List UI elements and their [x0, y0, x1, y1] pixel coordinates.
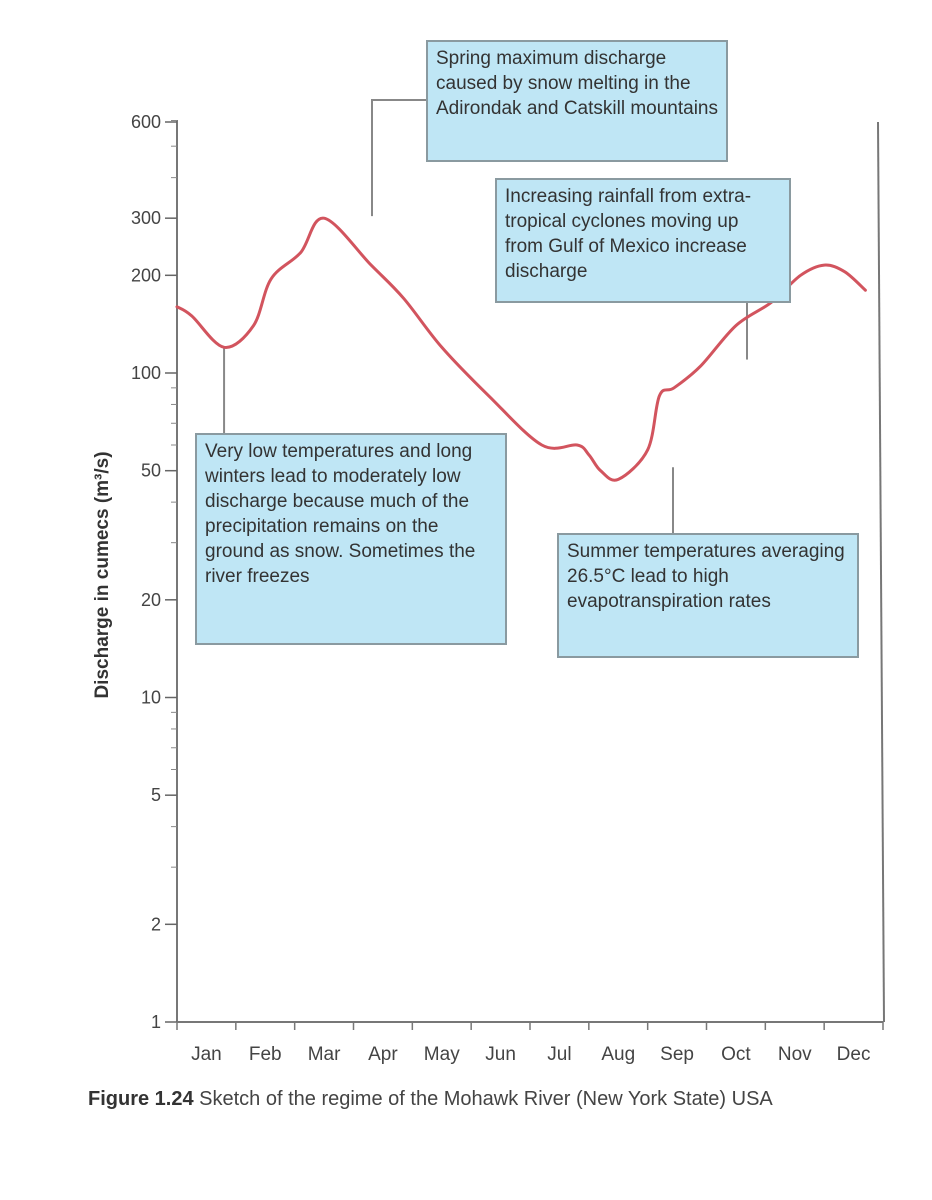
callout-winter-text: Very low temperatures and long winters l…: [205, 441, 476, 587]
figure-number: Figure 1.24: [88, 1088, 194, 1110]
y-tick-label: 600: [131, 112, 161, 132]
month-labels: Jan Feb Mar Apr May Jun Jul Aug Sep Oct Nov Dec: [176, 1022, 884, 1065]
callout-autumn: Increasing rainfall from extra-tropical …: [495, 178, 791, 303]
month-label: Jun: [485, 1044, 516, 1065]
y-tick-label: 10: [141, 688, 161, 708]
month-label: Jul: [547, 1044, 571, 1065]
callout-spring-text: Spring maximum discharge caused by snow …: [436, 48, 718, 119]
y-tick-label: 50: [141, 461, 161, 481]
callout-spring: Spring maximum discharge caused by snow …: [426, 40, 728, 162]
y-tick-label: 5: [151, 785, 161, 805]
chart: 1 2 5 10 20 50 100 200 300 600 Jan Feb Mar Apr May Jun…: [92, 99, 885, 1065]
y-tick-label: 2: [151, 914, 161, 934]
month-label: Dec: [837, 1044, 871, 1065]
series-line: [175, 216, 867, 482]
y-tick-label: 1: [151, 1012, 161, 1032]
y-tick-label: 200: [131, 265, 161, 285]
month-label: Oct: [721, 1044, 751, 1065]
month-label: Mar: [308, 1044, 341, 1065]
leader-spring: [371, 99, 426, 217]
right-border-line: [877, 121, 885, 1023]
month-label: Feb: [249, 1044, 282, 1065]
month-label: Sep: [660, 1044, 694, 1065]
callout-summer-text: Summer temperatures averaging 26.5°C lea…: [567, 541, 845, 612]
callout-leaders: [223, 99, 748, 533]
y-tick-label: 300: [131, 208, 161, 228]
y-axis-label: Discharge in cumecs (m³/s): [92, 451, 113, 698]
callout-autumn-text: Increasing rainfall from extra-tropical …: [505, 186, 752, 282]
callout-summer: Summer temperatures averaging 26.5°C lea…: [557, 533, 859, 658]
figure-caption-text: Sketch of the regime of the Mohawk River…: [193, 1088, 773, 1110]
y-tick-label: 20: [141, 590, 161, 610]
month-label: May: [424, 1044, 460, 1065]
y-ticks: 1 2 5 10 20 50 100 200 300 600: [131, 112, 177, 1032]
figure-caption: Figure 1.24 Sketch of the regime of the …: [88, 1084, 888, 1114]
month-label: Nov: [778, 1044, 812, 1065]
month-label: Jan: [191, 1044, 222, 1065]
callout-winter: Very low temperatures and long winters l…: [195, 433, 507, 645]
y-tick-label: 100: [131, 363, 161, 383]
month-label: Aug: [601, 1044, 635, 1065]
month-label: Apr: [368, 1044, 398, 1065]
